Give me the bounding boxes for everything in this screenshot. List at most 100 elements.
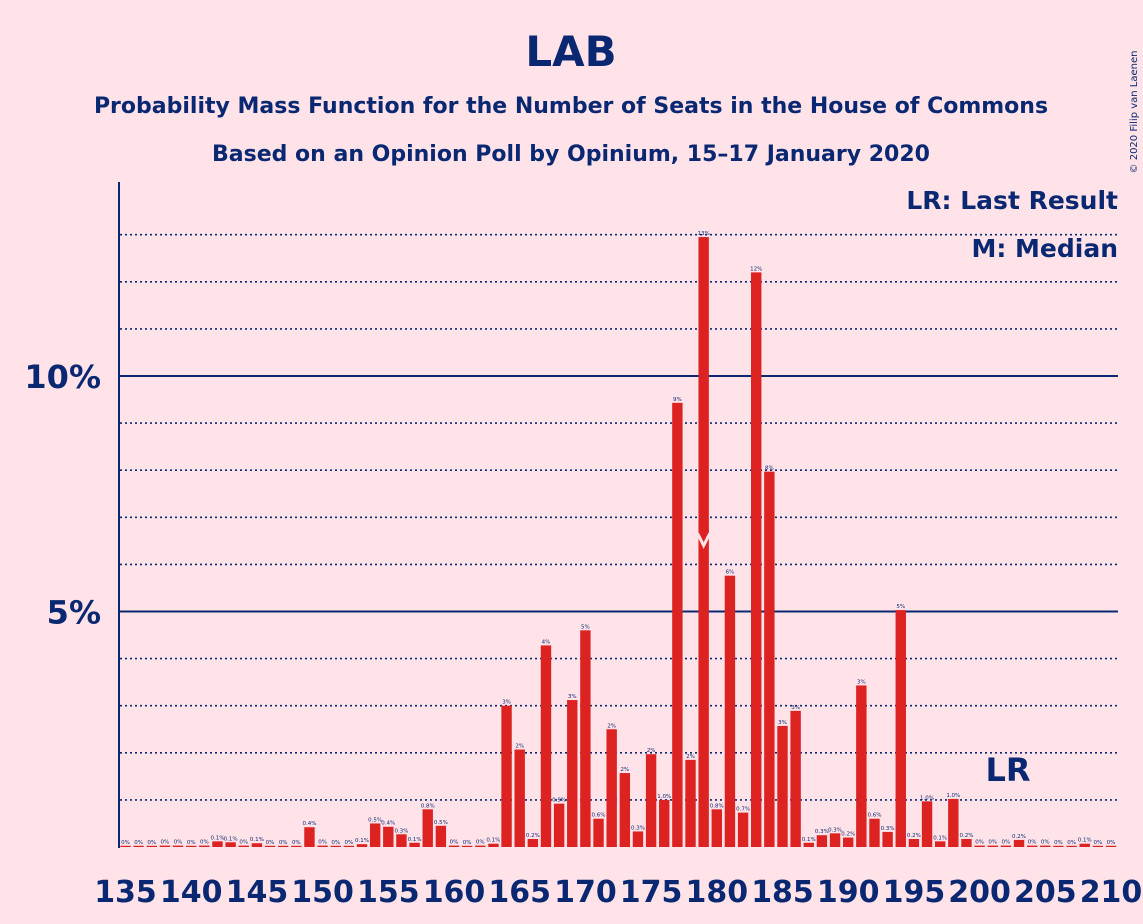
y-tick-label: 10% — [24, 358, 101, 396]
bar-label-151: 0% — [331, 840, 340, 846]
bar-183 — [751, 272, 762, 847]
bar-135 — [120, 845, 131, 847]
bar-label-192: 0.6% — [867, 813, 881, 819]
bar-label-146: 0% — [266, 840, 275, 846]
bar-153 — [356, 844, 368, 847]
x-tick-label: 160 — [423, 875, 486, 910]
bar-146 — [264, 845, 276, 847]
bar-label-163: 0.1% — [486, 838, 500, 844]
x-tick-label: 150 — [291, 875, 354, 910]
bar-206 — [1053, 845, 1064, 847]
copyright-text: © 2020 Filip van Laenen — [1129, 51, 1140, 174]
bar-label-182: 0.7% — [736, 807, 750, 813]
bar-149 — [304, 827, 315, 847]
bar-136 — [133, 845, 144, 847]
bar-162 — [475, 845, 486, 847]
bar-label-207: 0% — [1067, 840, 1076, 846]
bar-label-197: 0.1% — [933, 835, 947, 841]
markers: LR — [696, 532, 1031, 789]
bar-label-141: 0% — [200, 840, 209, 846]
bar-label-183: 12% — [750, 266, 762, 272]
bar-label-180: 0.8% — [710, 803, 724, 809]
bar-195 — [908, 838, 920, 847]
bar-label-171: 0.6% — [592, 813, 606, 819]
bar-label-144: 0% — [239, 840, 248, 846]
bar-177 — [672, 402, 683, 847]
bar-147 — [277, 845, 289, 847]
legend-median: M: Median — [971, 234, 1118, 263]
bar-label-181: 6% — [726, 570, 735, 576]
bar-175 — [645, 754, 657, 847]
bar-label-155: 0.4% — [381, 821, 395, 827]
bar-label-136: 0% — [134, 840, 143, 846]
bar-label-164: 3% — [502, 700, 511, 706]
x-tick-label: 195 — [883, 875, 946, 910]
bar-210 — [1105, 845, 1117, 847]
bar-label-161: 0% — [463, 840, 472, 846]
bar-label-147: 0% — [279, 840, 288, 846]
bar-label-210: 0% — [1107, 840, 1116, 846]
bar-label-202: 0% — [1002, 840, 1011, 846]
bar-209 — [1092, 845, 1104, 847]
bar-label-177: 9% — [673, 397, 682, 403]
bar-157 — [409, 842, 420, 847]
bar-163 — [488, 843, 499, 847]
x-tick-label: 205 — [1014, 875, 1077, 910]
bar-label-148: 0% — [292, 840, 301, 846]
x-tick-label: 180 — [685, 875, 748, 910]
bar-150 — [317, 845, 328, 847]
bar-label-159: 0.5% — [434, 820, 448, 826]
bar-label-188: 0.3% — [815, 829, 829, 835]
bar-196 — [921, 801, 933, 847]
bar-label-175: 2% — [647, 748, 656, 754]
bar-label-191: 3% — [857, 679, 866, 685]
bar-140 — [186, 845, 197, 847]
bar-189 — [829, 833, 841, 847]
bar-label-189: 0.3% — [828, 827, 842, 833]
x-tick-labels: 135 140 145 150 155 160 165 170 175 180 185 190 195 2… — [94, 875, 1142, 910]
bar-label-149: 0.4% — [302, 821, 316, 827]
bar-144 — [238, 845, 249, 847]
bar-172 — [606, 729, 617, 847]
bar-164 — [501, 705, 512, 847]
bar-185 — [777, 725, 788, 847]
legend-last-result: LR: Last Result — [906, 186, 1118, 215]
bar-148 — [291, 845, 302, 847]
bar-label-173: 2% — [620, 767, 629, 773]
bar-label-145: 0.1% — [250, 837, 264, 843]
bar-label-142: 0.1% — [210, 835, 224, 841]
bar-label-199: 0.2% — [959, 833, 973, 839]
bar-141 — [199, 845, 210, 847]
bar-143 — [225, 842, 236, 847]
bar-166 — [527, 838, 539, 847]
bar-label-156: 0.3% — [394, 828, 408, 834]
bar-170 — [580, 630, 591, 847]
x-tick-label: 155 — [357, 875, 420, 910]
bar-label-160: 0% — [450, 840, 459, 846]
x-tick-label: 170 — [554, 875, 617, 910]
bar-169 — [567, 700, 578, 847]
x-tick-label: 175 — [620, 875, 683, 910]
bar-label-190: 0.2% — [841, 832, 855, 838]
bar-205 — [1040, 845, 1051, 847]
bar-204 — [1026, 845, 1038, 847]
bar-label-137: 0% — [147, 840, 156, 846]
bar-159 — [435, 825, 447, 847]
bar-158 — [422, 809, 433, 847]
bar-187 — [803, 842, 814, 847]
chart-title: LAB — [525, 27, 616, 76]
bar-160 — [448, 845, 460, 847]
bar-label-169: 3% — [568, 694, 577, 700]
x-tick-label: 140 — [160, 875, 223, 910]
bar-156 — [396, 834, 407, 847]
bar-137 — [146, 845, 157, 847]
bar-202 — [1000, 845, 1012, 847]
bar-label-203: 0.2% — [1012, 834, 1026, 840]
bar-label-176: 1.0% — [657, 794, 671, 800]
bar-label-205: 0% — [1041, 840, 1050, 846]
bar-label-135: 0% — [121, 840, 130, 846]
bar-label-198: 1.0% — [946, 793, 960, 799]
bar-181 — [724, 575, 736, 847]
bar-label-201: 0% — [988, 840, 997, 846]
